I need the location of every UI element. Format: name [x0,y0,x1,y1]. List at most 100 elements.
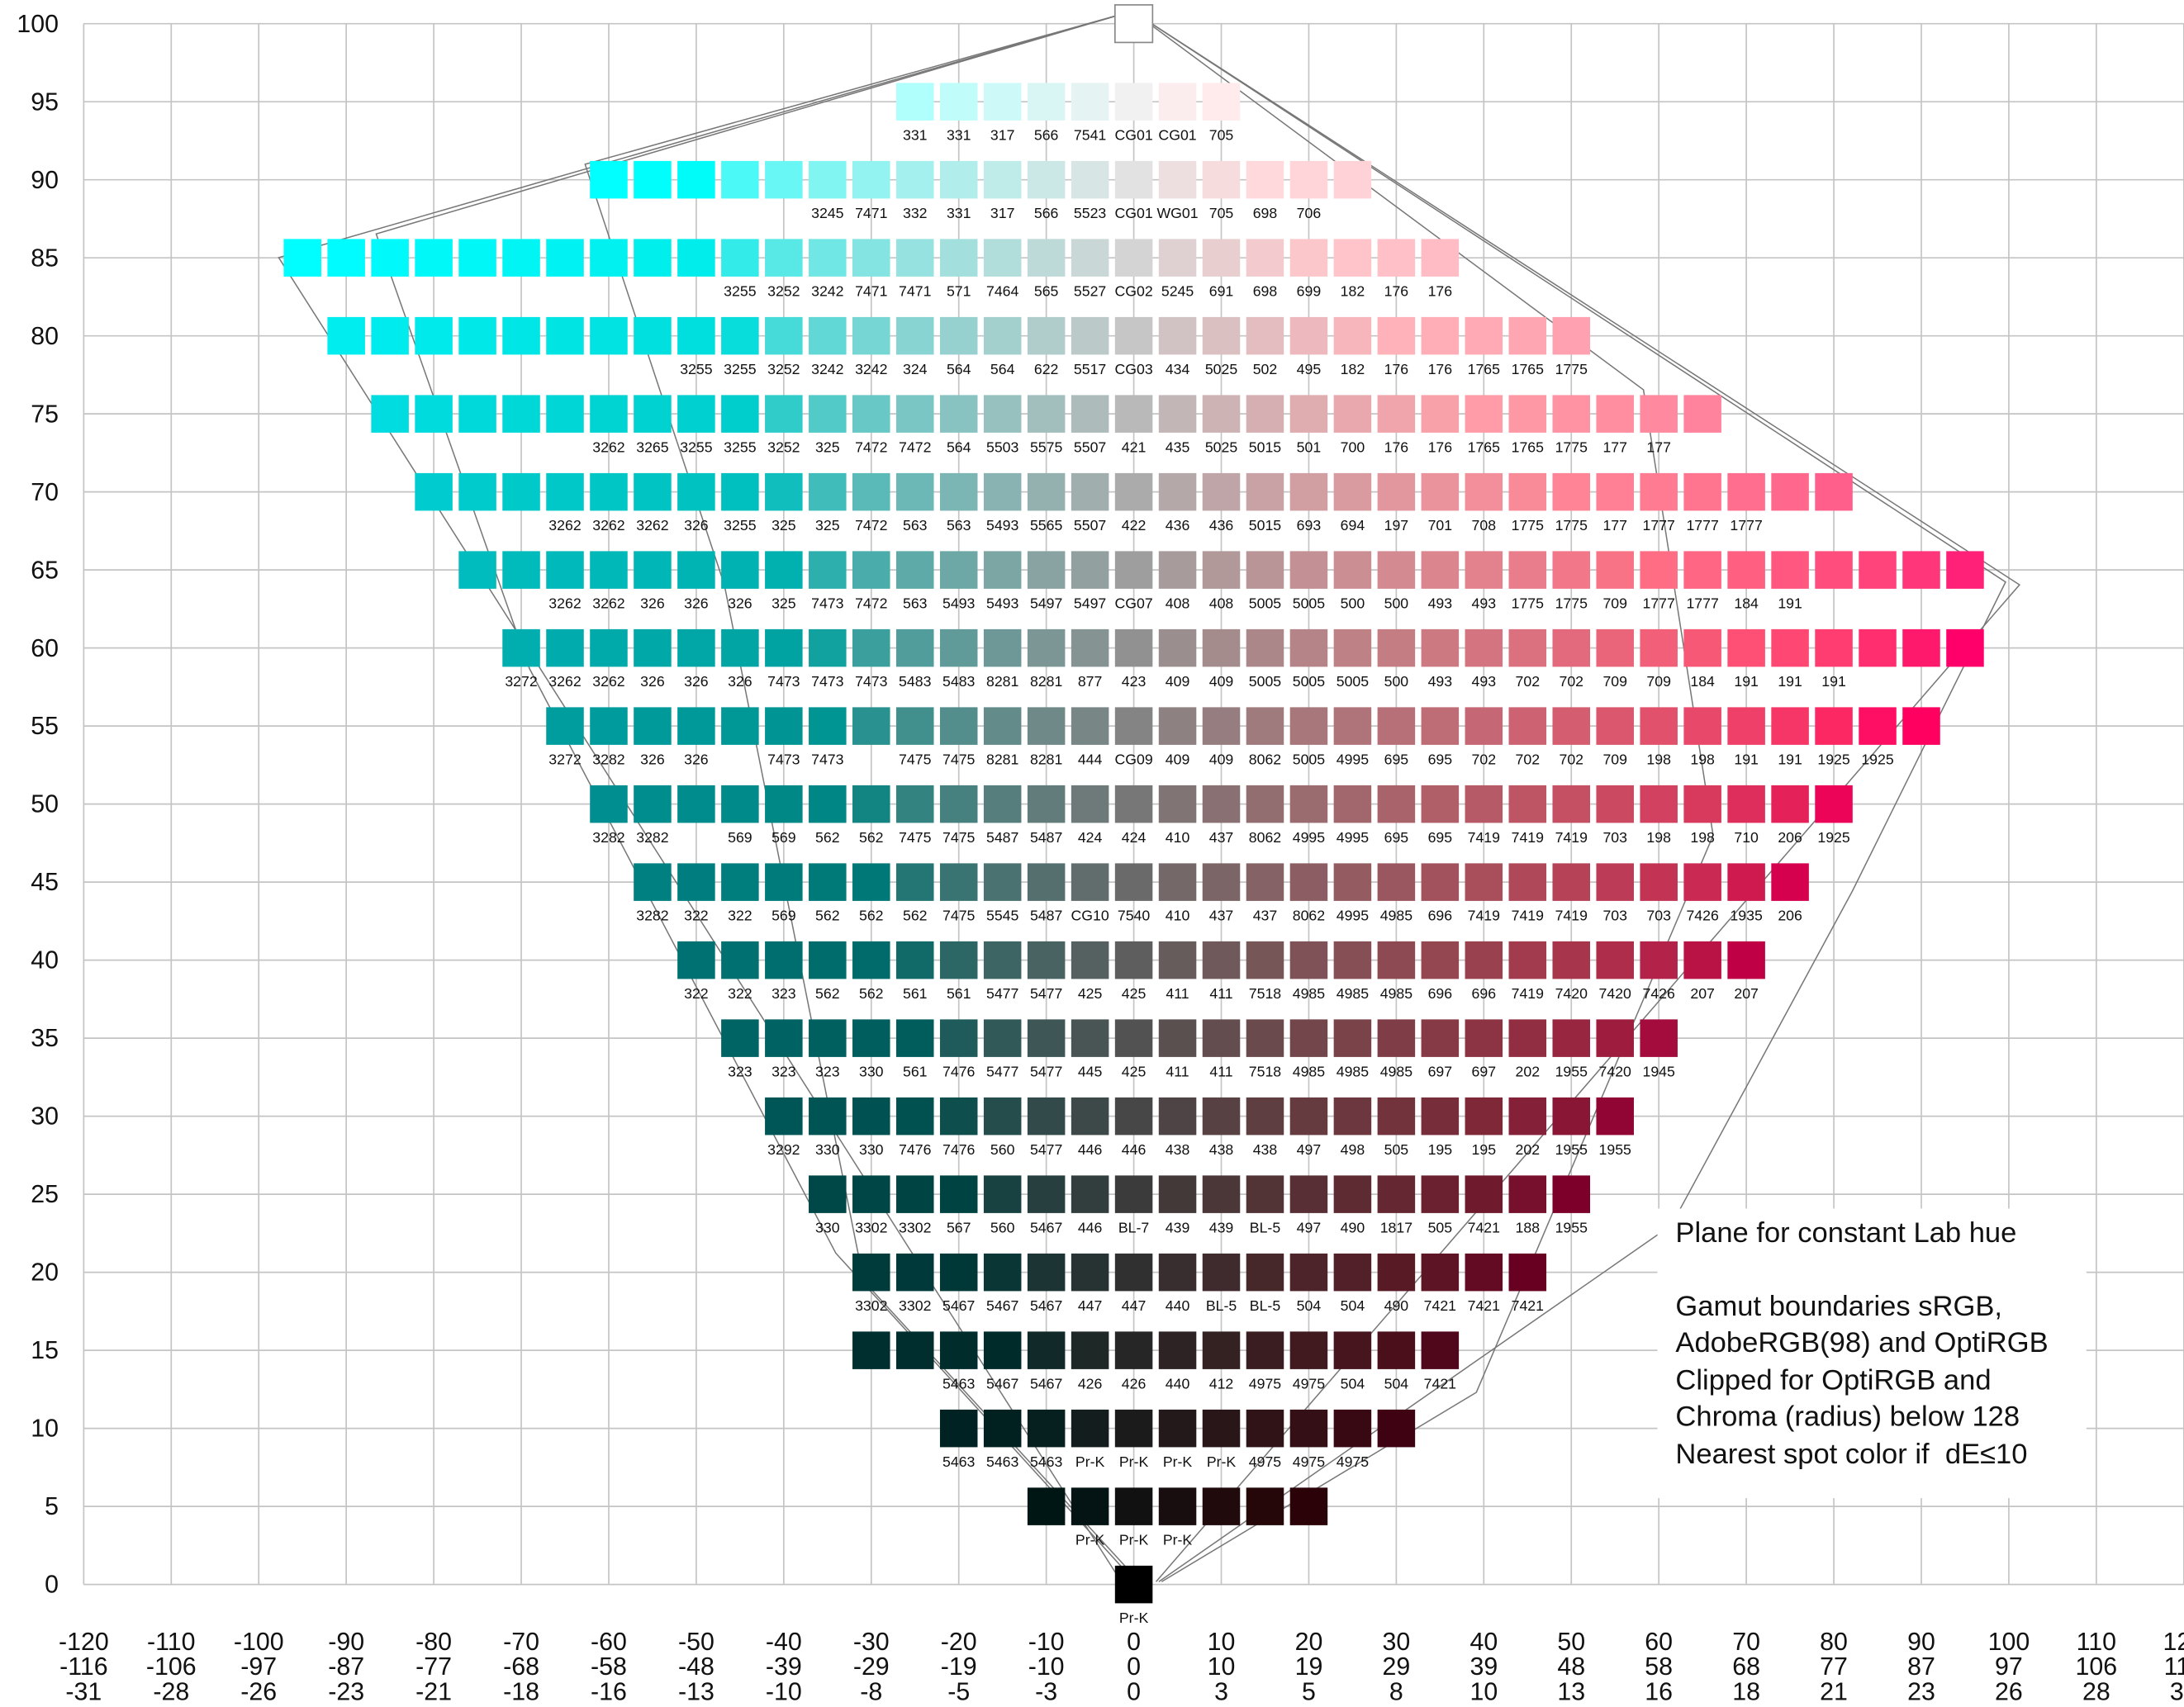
swatch-label: 7419 [1468,829,1500,846]
swatch [809,472,847,511]
swatch [1027,1175,1066,1213]
x-tick-label-b: -8 [860,1679,882,1706]
swatch [809,160,847,199]
x-tick-label-a: -10 [1028,1653,1065,1681]
swatch [1333,1097,1372,1136]
swatch [939,628,978,667]
swatch [1246,1175,1284,1213]
swatch [1771,628,1809,667]
swatch [677,941,715,979]
swatch-label: 5487 [986,829,1018,846]
swatch-label: 424 [1078,829,1103,846]
swatch [939,1409,978,1448]
x-tick-label: -70 [503,1629,539,1656]
swatch [1289,1019,1328,1057]
swatch [1596,863,1634,901]
note-line: Nearest spot color if dE≤10 [1675,1439,2027,1470]
swatch-label: 3302 [899,1297,931,1314]
swatch [1289,1331,1328,1369]
swatch [1202,395,1241,433]
swatch [1465,628,1503,667]
swatch [590,160,628,199]
swatch-label: CG01 [1158,127,1196,144]
swatch-label: 4985 [1380,908,1413,924]
note-line: AdobeRGB(98) and OptiRGB [1675,1327,2048,1358]
swatch [1333,863,1372,901]
swatch [1158,863,1197,901]
swatch [1333,395,1372,433]
swatch [852,1019,890,1057]
swatch [1508,628,1547,667]
swatch [1333,785,1372,823]
swatch-label: 7541 [1074,127,1106,144]
swatch [721,472,759,511]
swatch [1421,551,1460,589]
swatch [765,239,803,277]
swatch [765,395,803,433]
swatch-label: 317 [990,127,1015,144]
swatch-label: 206 [1778,908,1802,924]
swatch-label: 698 [1253,283,1278,300]
swatch-label: 5015 [1249,517,1282,533]
swatch-label: 325 [815,517,840,533]
swatch [939,1019,978,1057]
swatch [590,395,628,433]
swatch [721,863,759,901]
swatch [546,239,584,277]
swatch-label: 1925 [1817,752,1850,768]
swatch [1552,941,1591,979]
swatch-label: 411 [1166,1064,1189,1080]
swatch-label: 5005 [1293,595,1326,612]
swatch-label: 5483 [942,673,976,690]
swatch [1421,628,1460,667]
swatch-label: 7421 [1468,1220,1500,1236]
swatch-label: 504 [1341,1376,1365,1392]
x-tick-label: 90 [1907,1629,1935,1656]
swatch [1946,551,1984,589]
swatch-label: 198 [1690,752,1715,768]
x-tick-label-b: -21 [415,1679,452,1706]
swatch [458,239,496,277]
swatch [1289,707,1328,745]
x-tick-label: 30 [1383,1629,1411,1656]
x-tick-label-a: 29 [1383,1653,1411,1681]
swatch [1114,785,1153,823]
swatch-label: CG01 [1114,205,1152,221]
swatch [1333,1019,1372,1057]
swatch-label: BL-5 [1250,1220,1281,1236]
swatch [1289,1175,1328,1213]
swatch-label: 5467 [986,1376,1018,1392]
swatch [1246,551,1284,589]
swatch-label: 5477 [986,985,1018,1002]
swatch-label: 323 [728,1064,753,1080]
swatch-label: 702 [1559,752,1583,768]
swatch [1333,316,1372,355]
swatch [852,395,890,433]
swatch-label: BL-5 [1206,1297,1237,1314]
swatch [895,1175,934,1213]
x-tick-label-b: -31 [65,1679,102,1706]
x-tick-label-b: -3 [1035,1679,1057,1706]
swatch-label: 3255 [680,361,713,377]
swatch [634,472,672,511]
swatch [546,472,584,511]
swatch [1727,941,1765,979]
swatch [327,239,365,277]
swatch [1113,4,1154,44]
swatch-label: 330 [859,1141,884,1158]
swatch [546,551,584,589]
swatch [1071,1019,1109,1057]
swatch-label: 562 [903,908,928,924]
swatch-label: CG01 [1114,127,1152,144]
swatch-label: 1775 [1555,517,1588,533]
swatch-label: 7473 [855,673,888,690]
swatch [1640,707,1678,745]
y-tick-label: 15 [31,1337,59,1364]
y-tick-label: 95 [31,88,59,116]
swatch [1377,863,1416,901]
swatch-label: 325 [815,439,840,456]
swatch-label: 5467 [1030,1376,1062,1392]
swatch [502,316,540,355]
swatch-label: 437 [1209,908,1234,924]
